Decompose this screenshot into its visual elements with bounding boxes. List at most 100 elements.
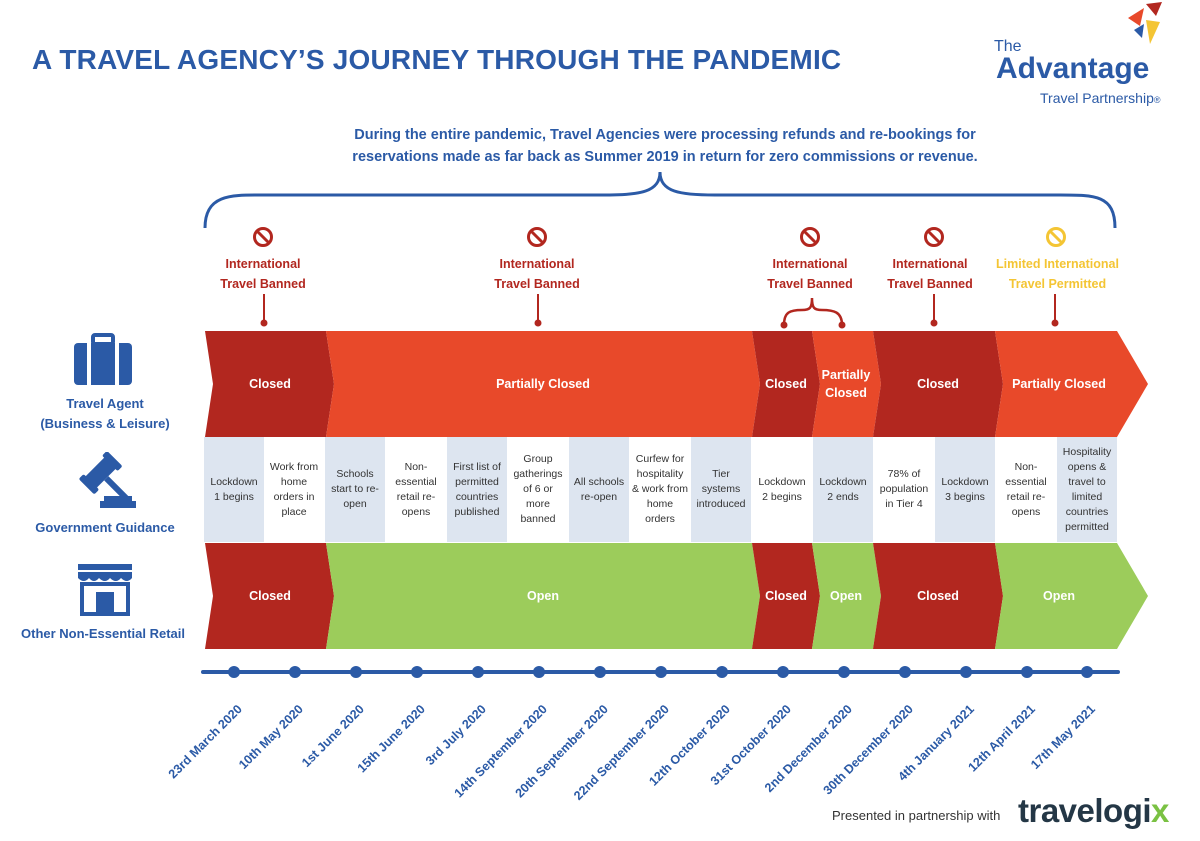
restriction-line-1: International xyxy=(892,257,968,271)
timeline-dot xyxy=(533,666,545,678)
guidance-cell: Curfew for hospitality & work from home … xyxy=(630,437,690,542)
retail-label: Other Non-Essential Retail xyxy=(21,626,185,641)
storefront-icon xyxy=(78,564,132,616)
guidance-cell: Lockdown 2 ends xyxy=(813,437,873,542)
timeline-dot xyxy=(289,666,301,678)
guidance-cell: Tier systems introduced xyxy=(691,437,751,542)
restriction-line-2: Travel Banned xyxy=(767,277,853,291)
travel-agent-status: Closed xyxy=(917,377,959,391)
retail-status: Open xyxy=(830,589,862,603)
retail-status: Open xyxy=(1043,589,1075,603)
band-segment-closed xyxy=(752,543,820,649)
band-segment-partial xyxy=(326,331,760,437)
band-segment-partial xyxy=(995,331,1148,437)
guidance-cell: Non-essential retail re-opens xyxy=(996,437,1056,542)
timeline-dot xyxy=(1081,666,1093,678)
band-segment-open xyxy=(812,543,881,649)
logo-the: The xyxy=(994,38,1022,55)
no-entry-icon xyxy=(1046,227,1066,247)
band-segment-closed xyxy=(205,543,334,649)
travel-agent-status: Partially Closed xyxy=(821,368,871,400)
brand-name: travelogi xyxy=(1018,792,1152,829)
restriction-brace-pointer xyxy=(780,297,846,329)
band-segment-closed xyxy=(873,543,1003,649)
logo-tagline-text: Travel Partnership xyxy=(1040,90,1154,106)
guidance-cell: First list of permitted countries publis… xyxy=(447,437,507,542)
restriction-4: International Travel Banned xyxy=(870,224,990,334)
restriction-pointer xyxy=(1051,294,1059,327)
travel-agent-status: Closed xyxy=(765,377,807,391)
retail-status: Closed xyxy=(917,589,959,603)
travel-agent-status: Partially Closed xyxy=(496,377,590,391)
logo-mark-icon xyxy=(1128,2,1162,44)
footer-presented: Presented in partnership with xyxy=(832,808,1001,823)
no-entry-icon xyxy=(800,227,820,247)
restriction-label: International Travel Banned xyxy=(750,254,870,294)
band-segment-closed xyxy=(205,331,334,437)
restriction-label: International Travel Banned xyxy=(870,254,990,294)
timeline-dot xyxy=(1021,666,1033,678)
restriction-label: International Travel Banned xyxy=(203,254,323,294)
timeline-dot xyxy=(899,666,911,678)
advantage-logo xyxy=(990,0,1190,110)
no-entry-icon xyxy=(253,227,273,247)
logo-name: Advantage xyxy=(996,52,1150,85)
restriction-1: International Travel Banned xyxy=(203,224,323,334)
guidance-cell: All schools re-open xyxy=(569,437,629,542)
guidance-cell: Lockdown 3 begins xyxy=(935,437,995,542)
timeline-dot xyxy=(472,666,484,678)
timeline-dot xyxy=(838,666,850,678)
band-segment-closed xyxy=(752,331,820,437)
guidance-cell: Work from home orders in place xyxy=(264,437,324,542)
band-segment-open xyxy=(326,543,760,649)
travel-agent-label: Travel Agent (Business & Leisure) xyxy=(20,394,190,434)
timeline-dot xyxy=(350,666,362,678)
retail-status: Open xyxy=(527,589,559,603)
guidance-cell: Group gatherings of 6 or more banned xyxy=(508,437,568,542)
restriction-label: Limited International Travel Permitted xyxy=(985,254,1130,294)
travel-agent-status: Closed xyxy=(249,377,291,391)
retail-status: Closed xyxy=(765,589,807,603)
band-segment-partial xyxy=(812,331,881,437)
restriction-label: International Travel Banned xyxy=(477,254,597,294)
gavel-icon xyxy=(79,452,136,508)
guidance-cell: 78% of population in Tier 4 xyxy=(874,437,934,542)
restriction-line-1: International xyxy=(772,257,848,271)
restriction-line-1: Limited International xyxy=(996,257,1119,271)
suitcase-icon xyxy=(74,333,132,385)
guidance-cell: Lockdown 1 begins xyxy=(204,437,264,542)
logo-tagline: Travel Partnership® xyxy=(1040,90,1161,106)
restriction-pointer xyxy=(534,294,542,327)
no-entry-icon xyxy=(924,227,944,247)
travel-agent-label-line-2: (Business & Leisure) xyxy=(40,416,170,431)
restriction-pointer xyxy=(260,294,268,327)
no-entry-icon xyxy=(527,227,547,247)
timeline-dot xyxy=(228,666,240,678)
restriction-pointer xyxy=(930,294,938,327)
travelogix-logo: travelogix xyxy=(1018,792,1169,830)
guidance-cell: Non-essential retail re-opens xyxy=(386,437,446,542)
page-title: A TRAVEL AGENCY’S JOURNEY THROUGH THE PA… xyxy=(32,44,842,75)
guidance-cell: Lockdown 2 begins xyxy=(752,437,812,542)
timeline-dot xyxy=(594,666,606,678)
timeline-dot xyxy=(960,666,972,678)
band-segment-open xyxy=(995,543,1148,649)
subtitle: During the entire pandemic, Travel Agenc… xyxy=(300,124,1030,168)
guidance-cell: Schools start to re-open xyxy=(325,437,385,542)
logo-registered: ® xyxy=(1153,95,1161,105)
restriction-line-2: Travel Banned xyxy=(220,277,306,291)
subtitle-line-1: During the entire pandemic, Travel Agenc… xyxy=(354,127,976,143)
timeline-dot xyxy=(777,666,789,678)
travel-agent-label-line-1: Travel Agent xyxy=(66,396,144,411)
brand-x: x xyxy=(1151,792,1169,829)
restriction-line-1: International xyxy=(499,257,575,271)
travel-agent-status: Partially Closed xyxy=(1012,377,1106,391)
restriction-line-2: Travel Banned xyxy=(887,277,973,291)
restriction-3: International Travel Banned xyxy=(750,224,870,334)
timeline-dot xyxy=(655,666,667,678)
subtitle-line-2: reservations made as far back as Summer … xyxy=(352,149,978,165)
